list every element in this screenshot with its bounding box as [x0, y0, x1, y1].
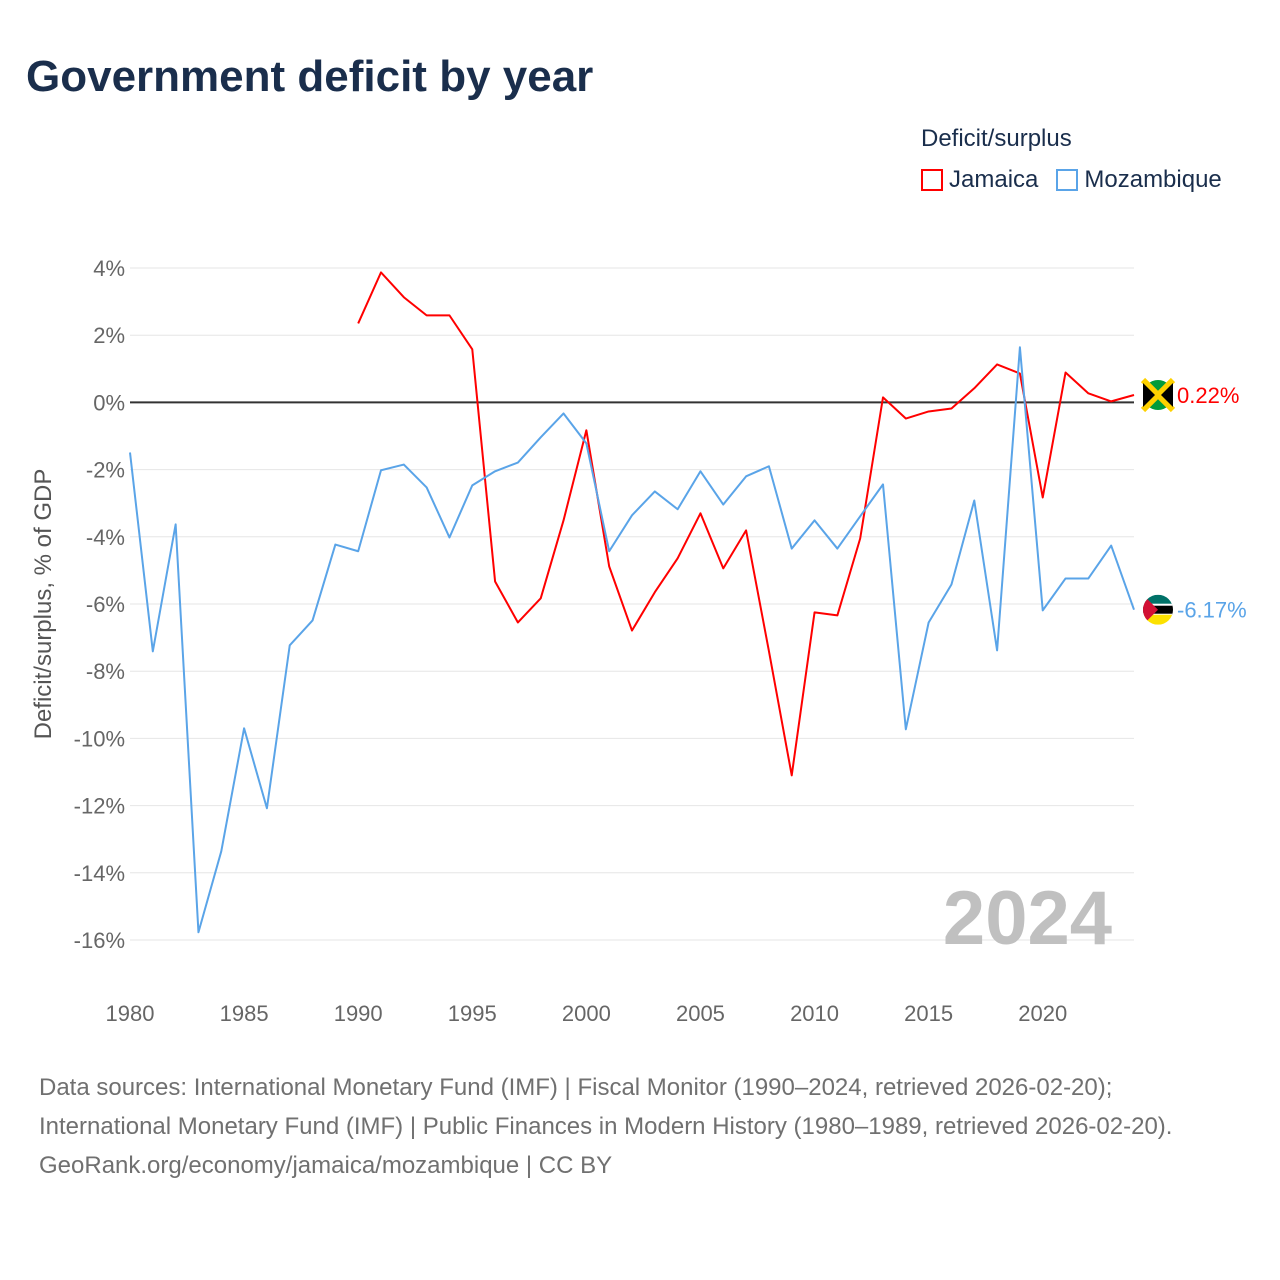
x-tick-label: 2005	[676, 1001, 725, 1026]
y-tick-label: -6%	[86, 592, 125, 617]
x-tick-label: 2020	[1018, 1001, 1067, 1026]
year-watermark: 2024	[943, 876, 1112, 961]
y-tick-label: -8%	[86, 659, 125, 684]
jamaica-flag-icon	[1140, 377, 1176, 413]
legend-item-jamaica[interactable]: Jamaica	[921, 166, 1038, 194]
y-tick-label: -4%	[86, 525, 125, 550]
legend-swatch-jamaica	[921, 169, 943, 191]
x-tick-label: 1985	[220, 1001, 269, 1026]
footer: Data sources: International Monetary Fun…	[39, 1068, 1239, 1185]
data-sources: Data sources: International Monetary Fun…	[39, 1074, 1173, 1140]
legend-title: Deficit/surplus	[921, 125, 1072, 152]
y-tick-label: 2%	[93, 323, 125, 348]
mozambique-flag-icon	[1143, 594, 1173, 625]
x-tick-label: 1990	[334, 1001, 383, 1026]
end-value-label: 0.22%	[1177, 383, 1239, 408]
legend-item-mozambique[interactable]: Mozambique	[1056, 166, 1222, 194]
series-line-jamaica	[357, 271, 1135, 777]
series-line-mozambique	[129, 346, 1135, 934]
line-chart: Deficit/surplus, % of GDP 4% 2% 0% -2% -4% -6…	[30, 256, 1247, 1026]
legend-label: Jamaica	[949, 166, 1039, 193]
legend: Jamaica Mozambique	[921, 166, 1222, 194]
x-tick-label: 1995	[448, 1001, 497, 1026]
x-tick-label: 2010	[790, 1001, 839, 1026]
y-tick-label: -2%	[86, 458, 125, 483]
y-tick-label: -16%	[74, 928, 125, 953]
legend-swatch-mozambique	[1056, 169, 1079, 191]
y-tick-label: -12%	[74, 794, 125, 819]
chart-title: Government deficit by year	[26, 52, 594, 101]
x-tick-label: 1980	[106, 1001, 155, 1026]
credit-link[interactable]: GeoRank.org/economy/jamaica/mozambique |…	[39, 1152, 613, 1179]
x-tick-label: 2000	[562, 1001, 611, 1026]
x-tick-label: 2015	[904, 1001, 953, 1026]
legend-label: Mozambique	[1084, 166, 1222, 193]
y-axis-label: Deficit/surplus, % of GDP	[30, 469, 57, 740]
y-tick-label: -14%	[74, 861, 125, 886]
y-tick-label: 4%	[93, 256, 125, 281]
y-tick-label: 0%	[93, 390, 125, 415]
end-value-label: -6.17%	[1177, 598, 1247, 623]
y-tick-label: -10%	[74, 726, 125, 751]
